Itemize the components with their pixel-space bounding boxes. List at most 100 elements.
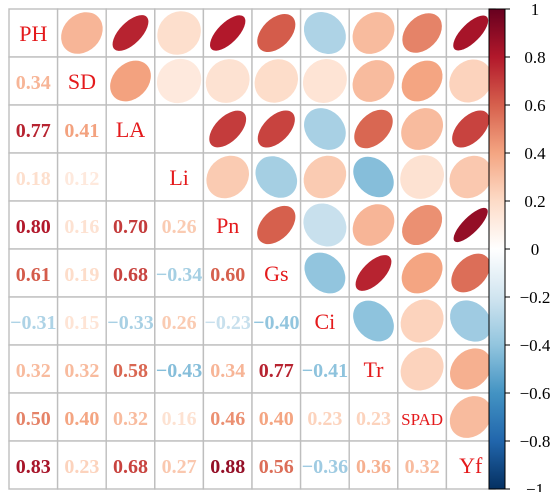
corr-ellipse-tr-spad bbox=[400, 347, 444, 391]
corr-value-spad-gs: 0.40 bbox=[259, 408, 294, 430]
colorbar: 1 0.8 0.6 0.4 0.2 0 −0.2 −0.4 −0.6 −0.8 −1 bbox=[488, 0, 550, 492]
corr-value-yf-ci: −0.36 bbox=[302, 456, 348, 478]
corr-value-pn-sd: 0.16 bbox=[64, 216, 99, 238]
grid-cell bbox=[299, 440, 350, 490]
corr-value-ci-gs: −0.40 bbox=[253, 312, 299, 334]
corr-value-la-ph: 0.77 bbox=[16, 120, 51, 142]
grid-cell bbox=[251, 296, 302, 346]
grid-cell bbox=[299, 296, 350, 346]
corr-value-tr-ph: 0.32 bbox=[16, 360, 51, 382]
corr-value-gs-pn: 0.60 bbox=[210, 264, 245, 286]
colorbar-tick-label: 0.6 bbox=[524, 96, 545, 115]
corr-value-gs-la: 0.68 bbox=[113, 264, 148, 286]
grid-cell bbox=[348, 440, 399, 490]
variable-label-tr: Tr bbox=[364, 357, 385, 382]
corr-ellipse-sd-yf bbox=[449, 59, 493, 103]
corr-ellipse-la-yf bbox=[452, 110, 490, 148]
corr-value-gs-li: −0.34 bbox=[156, 264, 202, 286]
grid-cell bbox=[8, 8, 59, 58]
grid-cell bbox=[8, 440, 59, 490]
variable-label-yf: Yf bbox=[459, 453, 483, 478]
corr-ellipse-gs-spad bbox=[401, 252, 443, 294]
corr-ellipse-la-li bbox=[156, 106, 202, 152]
corr-ellipse-ph-pn bbox=[210, 15, 246, 51]
corr-value-ci-pn: −0.23 bbox=[204, 312, 250, 334]
grid-cell bbox=[397, 440, 448, 490]
variable-label-gs: Gs bbox=[264, 261, 288, 286]
colorbar-tick-label: 0.4 bbox=[524, 144, 546, 163]
grid-cell bbox=[202, 248, 253, 298]
corr-value-spad-ph: 0.50 bbox=[16, 408, 51, 430]
corr-value-li-la: 0.00 bbox=[113, 168, 148, 190]
colorbar-tick-label: 1 bbox=[531, 0, 540, 19]
grid-cell bbox=[348, 344, 399, 394]
corr-value-tr-gs: 0.77 bbox=[259, 360, 294, 382]
corr-ellipse-sd-tr bbox=[352, 60, 395, 102]
corr-ellipse-pn-gs bbox=[257, 205, 296, 245]
grid-cell bbox=[202, 344, 253, 394]
colorbar-gradient bbox=[488, 8, 506, 490]
grid-cell bbox=[154, 392, 205, 442]
variable-label-la: LA bbox=[116, 117, 145, 142]
corr-value-ci-sd: 0.15 bbox=[64, 312, 99, 334]
corr-value-sd-ph: 0.34 bbox=[16, 72, 51, 94]
colorbar-tick-label: −1 bbox=[526, 480, 544, 492]
corr-ellipse-gs-tr bbox=[355, 255, 392, 291]
grid-cell bbox=[8, 296, 59, 346]
corr-value-li-sd: 0.12 bbox=[64, 168, 99, 190]
grid-cell bbox=[105, 104, 156, 154]
corr-value-yf-tr: 0.36 bbox=[356, 456, 391, 478]
grid-cell bbox=[56, 200, 107, 250]
grid-cell bbox=[299, 392, 350, 442]
corr-ellipse-li-gs bbox=[255, 156, 298, 198]
colorbar-tick-label: −0.8 bbox=[520, 432, 550, 451]
corr-ellipse-li-yf bbox=[449, 155, 492, 199]
corr-value-yf-sd: 0.23 bbox=[64, 456, 99, 478]
corr-value-spad-sd: 0.40 bbox=[64, 408, 99, 430]
corr-ellipse-ph-gs bbox=[257, 13, 296, 53]
corr-value-pn-la: 0.70 bbox=[113, 216, 148, 238]
corr-value-spad-li: 0.16 bbox=[162, 408, 197, 430]
corr-ellipse-la-tr bbox=[354, 109, 393, 149]
corr-ellipse-ph-tr bbox=[352, 12, 395, 54]
variable-label-sd: SD bbox=[68, 69, 96, 94]
grid-cell bbox=[8, 104, 59, 154]
corr-ellipse-li-tr bbox=[353, 156, 394, 198]
cells: PH 0.34 SD 0.77 0.41 LA 0.18 0.12 0.00 Li 0.80 0.16… bbox=[10, 11, 493, 478]
grid-cell bbox=[202, 440, 253, 490]
grid-cell bbox=[348, 392, 399, 442]
grid-cell bbox=[251, 344, 302, 394]
corr-value-ci-la: −0.33 bbox=[107, 312, 153, 334]
corr-value-gs-ph: 0.61 bbox=[16, 264, 51, 286]
grid-cell bbox=[154, 248, 205, 298]
variable-label-ci: Ci bbox=[315, 309, 336, 334]
corr-value-li-ph: 0.18 bbox=[16, 168, 51, 190]
corr-value-yf-spad: 0.32 bbox=[405, 456, 440, 478]
grid-cell bbox=[251, 440, 302, 490]
corr-value-spad-la: 0.32 bbox=[113, 408, 148, 430]
grid-cell bbox=[8, 152, 59, 202]
grid-cell bbox=[56, 440, 107, 490]
grid-cell bbox=[299, 344, 350, 394]
grid-cell bbox=[56, 104, 107, 154]
corr-ellipse-pn-spad bbox=[402, 204, 443, 246]
corr-value-yf-gs: 0.56 bbox=[259, 456, 294, 478]
grid-cell bbox=[8, 392, 59, 442]
grid-cell bbox=[105, 344, 156, 394]
corr-ellipse-ph-la bbox=[112, 15, 149, 51]
corr-ellipse-la-ci bbox=[304, 108, 346, 150]
corr-ellipse-sd-spad bbox=[401, 60, 443, 102]
corr-ellipse-li-ci bbox=[303, 155, 347, 199]
corr-ellipse-tr-yf bbox=[450, 348, 492, 390]
corr-value-tr-li: −0.43 bbox=[156, 360, 202, 382]
grid-cell bbox=[56, 344, 107, 394]
grid-cell bbox=[202, 200, 253, 250]
corr-value-tr-la: 0.58 bbox=[113, 360, 148, 382]
corr-ellipse-li-pn bbox=[206, 155, 250, 199]
grid-cell bbox=[397, 392, 448, 442]
corr-ellipse-sd-ci bbox=[302, 59, 347, 103]
corr-ellipse-ci-yf bbox=[450, 300, 492, 342]
corr-value-ci-ph: −0.31 bbox=[10, 312, 56, 334]
variable-label-ph: PH bbox=[19, 21, 47, 46]
